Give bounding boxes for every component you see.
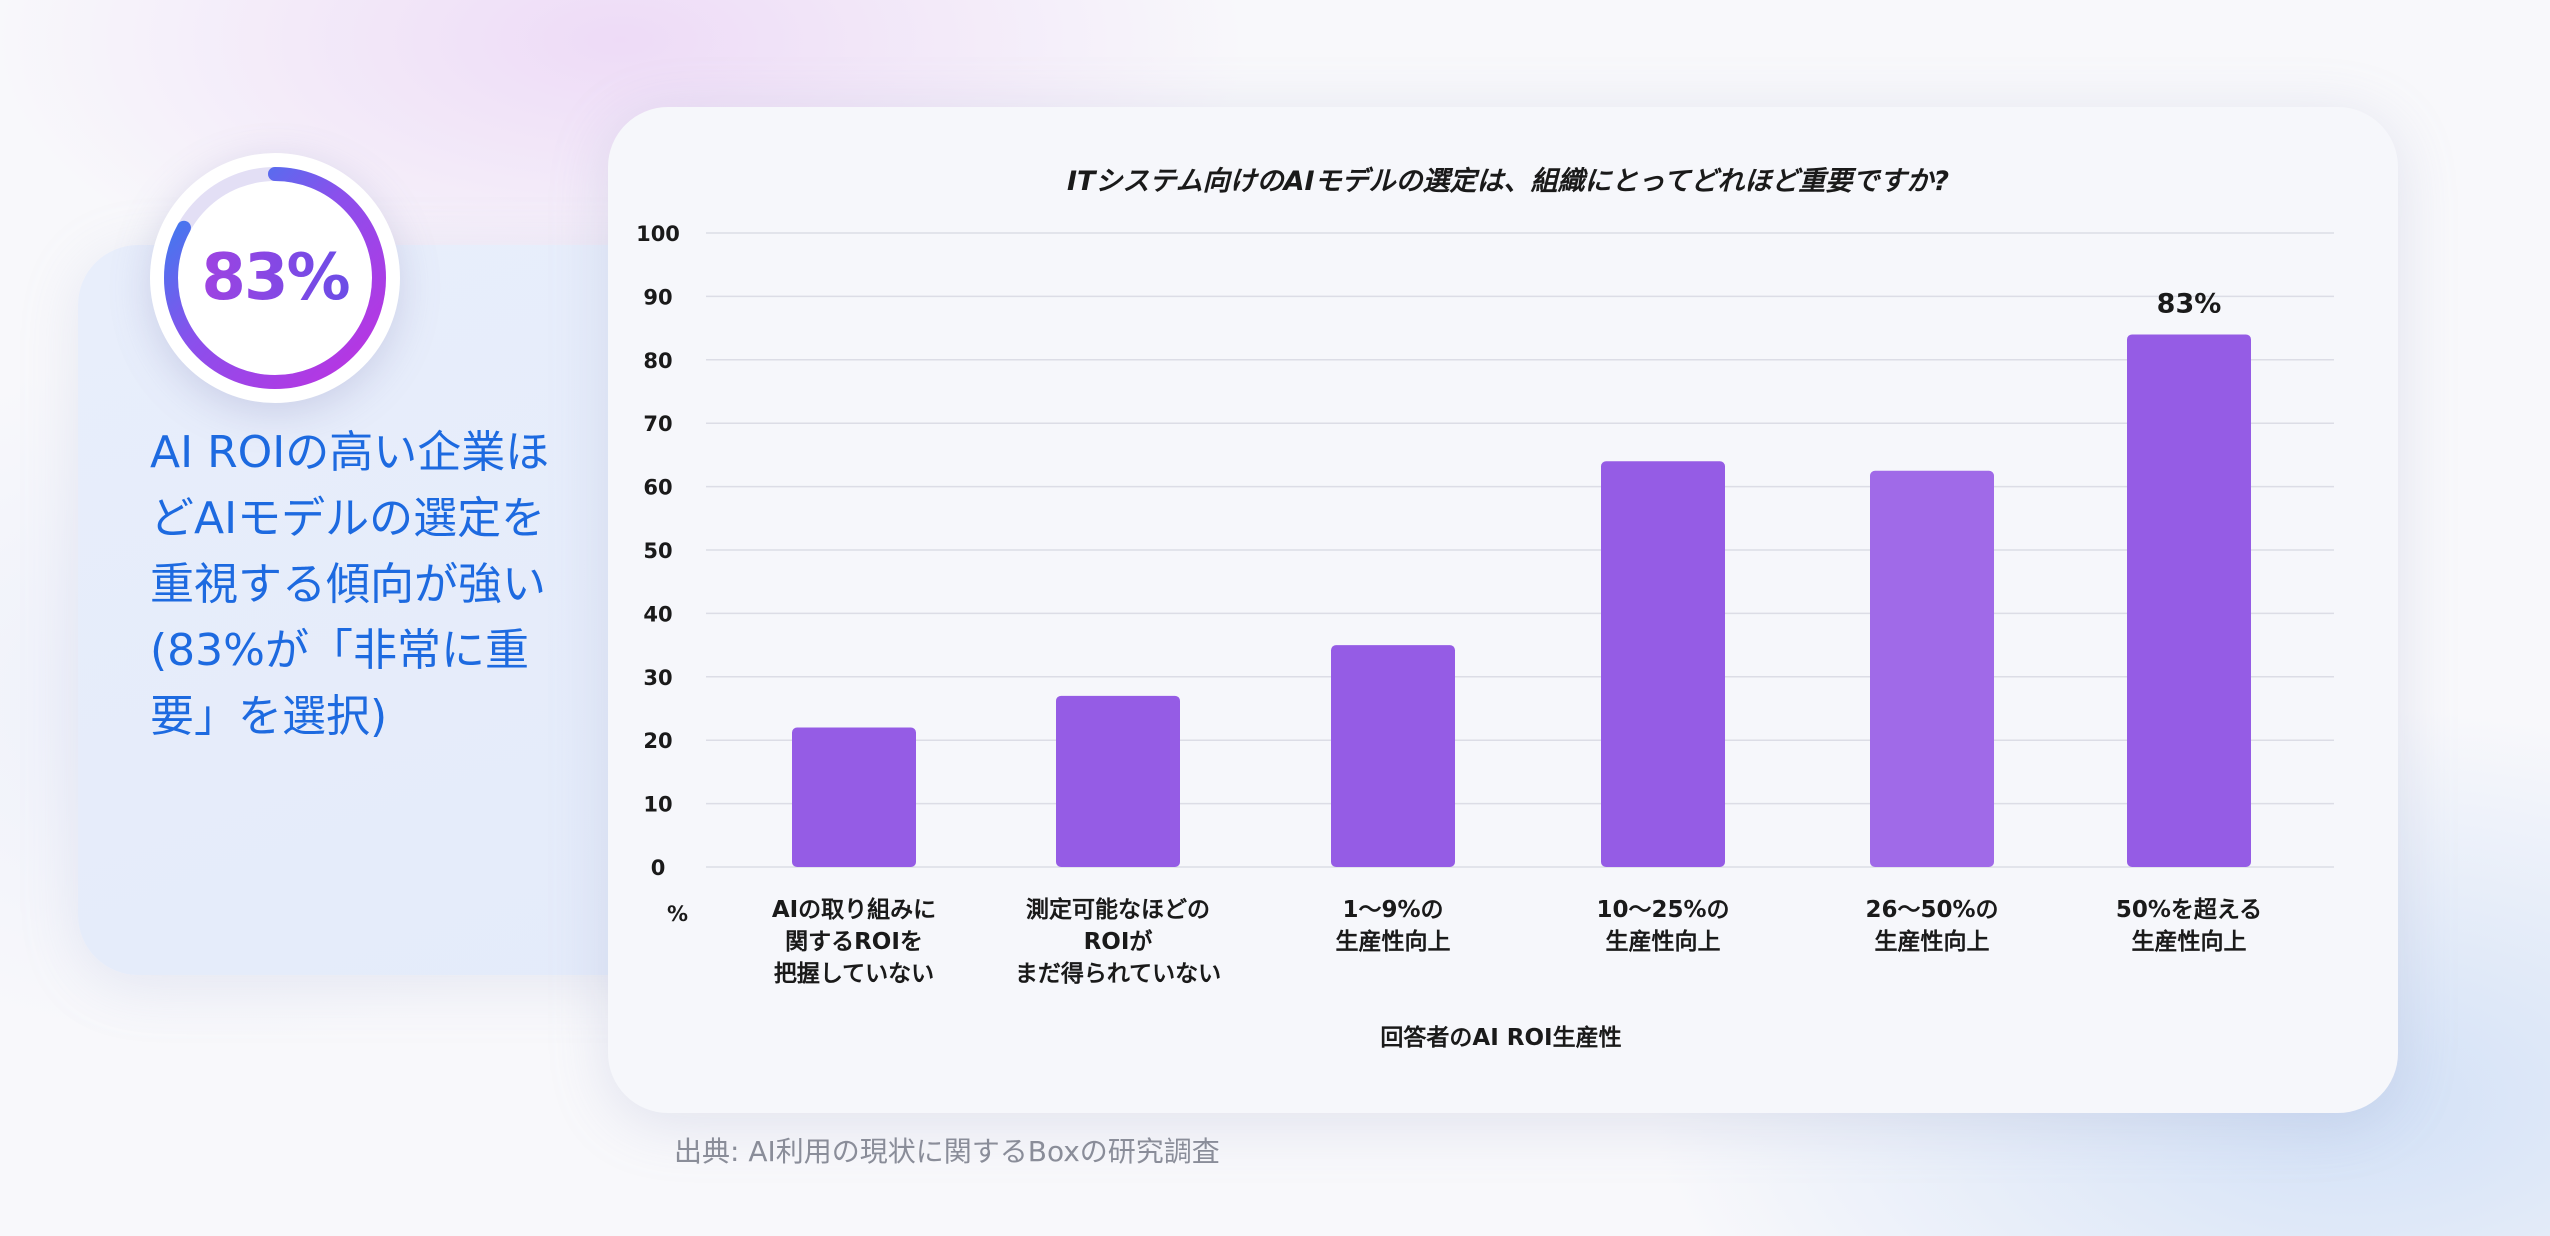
y-tick-label: 70 <box>643 412 672 436</box>
y-tick-label: 60 <box>643 476 672 500</box>
description-line: 要」を選択) <box>150 691 388 742</box>
chart-title: ITシステム向けのAIモデルの選定は、組織にとってどれほど重要ですか? <box>1067 166 1949 197</box>
percent-ring: 83% <box>150 153 400 403</box>
x-tick-label: 把握していない <box>774 961 934 987</box>
x-tick-label: まだ得られていない <box>1015 960 1221 987</box>
y-tick-label: 90 <box>643 285 672 309</box>
description-line: どAIモデルの選定を <box>150 493 546 544</box>
y-tick-label: 10 <box>643 793 672 817</box>
y-tick-label: 30 <box>643 666 672 690</box>
bar <box>2127 334 2251 867</box>
x-tick-label: 関するROIを <box>785 929 923 955</box>
x-tick-label: 生産性向上 <box>1875 928 1990 955</box>
bar <box>1331 645 1455 867</box>
ring-progress <box>164 167 386 389</box>
source-note: 出典: AI利用の現状に関するBoxの研究調査 <box>674 1135 1220 1168</box>
x-tick-label: AIの取り組みに <box>772 896 936 923</box>
y-tick-label: 50 <box>643 539 672 563</box>
chart-card: ITシステム向けのAIモデルの選定は、組織にとってどれほど重要ですか? 0 10 20… <box>608 107 2398 1113</box>
y-tick-label: 100 <box>636 222 680 246</box>
percent-value: 83% <box>150 153 400 403</box>
data-label: 83% <box>2157 288 2222 319</box>
x-tick-label: 生産性向上 <box>1606 928 1721 955</box>
description-line: (83%が「非常に重 <box>150 625 529 676</box>
bar <box>1056 695 1180 867</box>
y-tick-label: 40 <box>643 602 672 626</box>
y-axis-label: % <box>667 902 688 926</box>
bar <box>1601 461 1725 867</box>
bar <box>1870 470 1994 867</box>
highlight-description: AI ROIの高い企業ほ どAIモデルの選定を 重視する傾向が強い (83%が「… <box>150 420 580 750</box>
y-tick-label: 0 <box>651 856 666 880</box>
bar-chart: ITシステム向けのAIモデルの選定は、組織にとってどれほど重要ですか? 0 10 20… <box>636 166 2334 1051</box>
ring-graphic <box>164 167 386 389</box>
y-tick-label: 80 <box>643 349 672 373</box>
y-tick-label: 20 <box>643 729 672 753</box>
x-tick-label: 26〜50%の <box>1865 897 1998 923</box>
bar <box>792 727 916 867</box>
x-tick-label: 測定可能なほどの <box>1026 896 1210 923</box>
x-tick-label: 50%を超える <box>2116 897 2262 923</box>
x-tick-label: ROIが <box>1084 928 1153 955</box>
x-tick-label: 1〜9%の <box>1342 897 1443 923</box>
x-tick-label: 10〜25%の <box>1596 897 1729 923</box>
x-tick-label: 生産性向上 <box>1336 928 1451 955</box>
description-line: 重視する傾向が強い <box>150 559 546 610</box>
x-tick-label: 生産性向上 <box>2132 928 2247 955</box>
x-axis-title: 回答者のAI ROI生産性 <box>1380 1024 1621 1051</box>
description-line: AI ROIの高い企業ほ <box>150 427 550 478</box>
